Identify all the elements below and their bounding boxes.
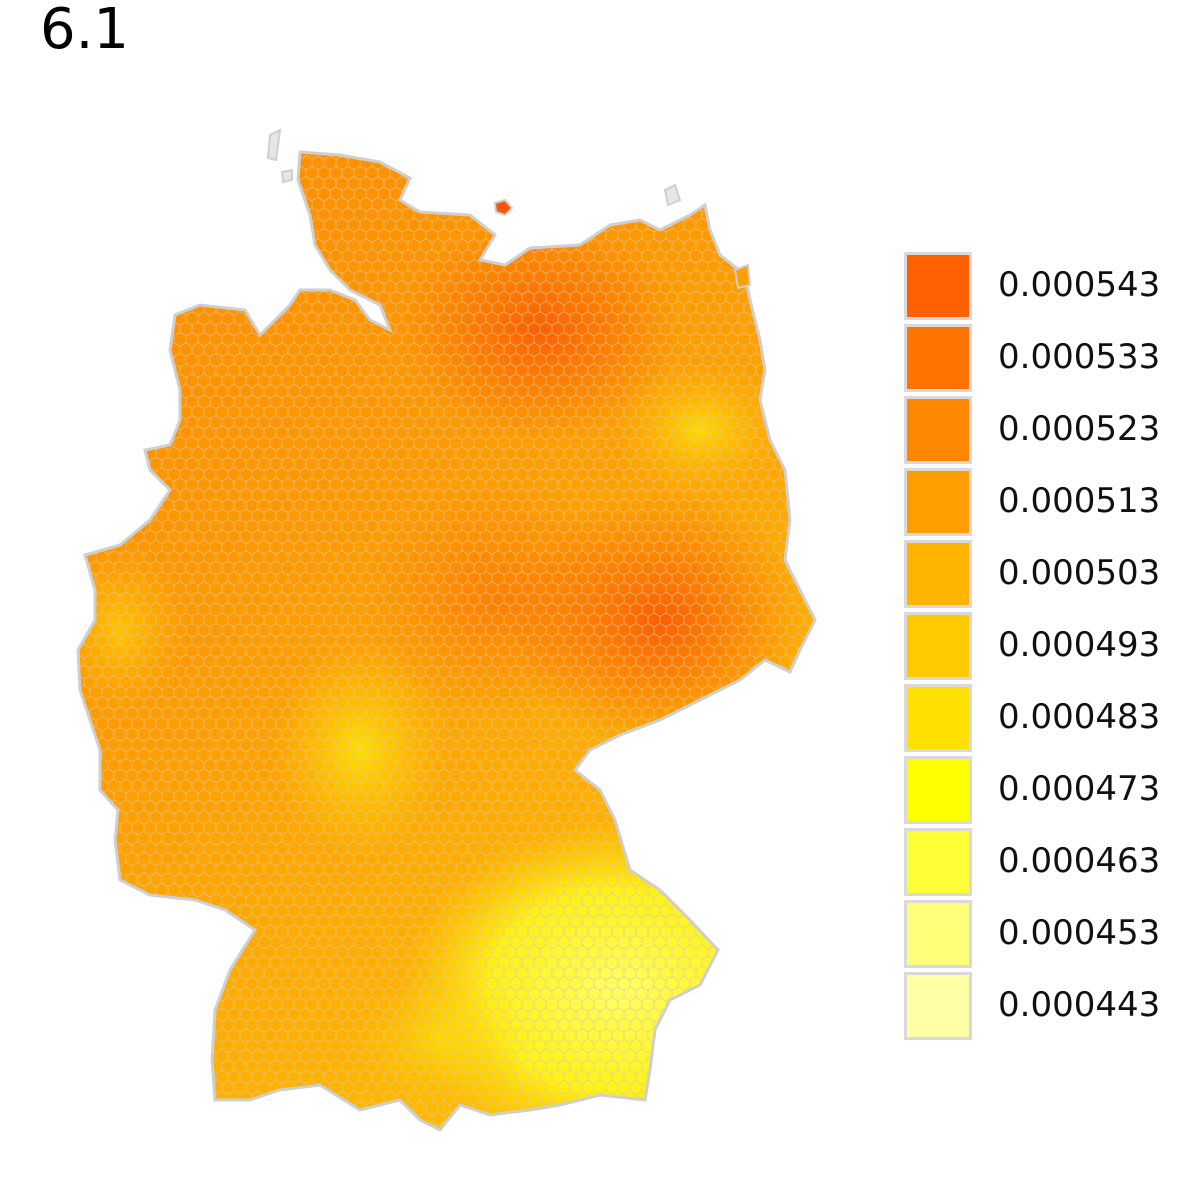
legend-swatch	[904, 972, 972, 1040]
legend-swatch	[904, 468, 972, 536]
legend-swatch	[904, 540, 972, 608]
legend-swatch	[904, 684, 972, 752]
legend-swatch	[904, 324, 972, 392]
legend-swatch	[904, 900, 972, 968]
legend-label: 0.000523	[998, 409, 1161, 449]
legend-label: 0.000533	[998, 337, 1161, 377]
legend-swatch	[904, 252, 972, 320]
legend-label: 0.000463	[998, 841, 1161, 881]
legend-label: 0.000453	[998, 913, 1161, 953]
legend-label: 0.000483	[998, 697, 1161, 737]
legend-swatch	[904, 828, 972, 896]
legend-label: 0.000473	[998, 769, 1161, 809]
map-title: 6.1	[40, 0, 130, 62]
legend-swatch	[904, 612, 972, 680]
legend-label: 0.000493	[998, 625, 1161, 665]
island-shapes	[266, 128, 752, 290]
choropleth-fill	[78, 152, 815, 1130]
legend-label: 0.000513	[998, 481, 1161, 521]
legend-swatch	[904, 756, 972, 824]
legend-label: 0.000443	[998, 985, 1161, 1025]
legend-swatch	[904, 396, 972, 464]
legend-label: 0.000543	[998, 265, 1161, 305]
legend-label: 0.000503	[998, 553, 1161, 593]
